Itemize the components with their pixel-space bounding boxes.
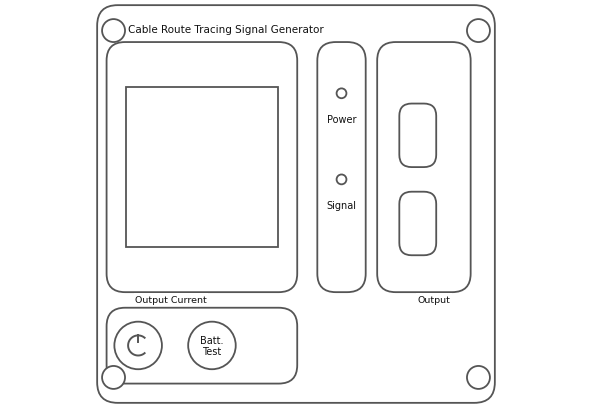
Text: Signal: Signal [327, 200, 356, 210]
Text: Output Current: Output Current [135, 295, 207, 304]
Text: Output: Output [417, 295, 450, 304]
Text: Power: Power [327, 115, 356, 124]
FancyBboxPatch shape [317, 43, 366, 292]
FancyBboxPatch shape [377, 43, 471, 292]
Bar [126, 88, 278, 247]
Circle shape [188, 322, 236, 369]
Circle shape [114, 322, 162, 369]
Circle shape [467, 366, 490, 389]
Circle shape [337, 175, 346, 185]
Text: Batt.: Batt. [200, 335, 224, 345]
Circle shape [467, 20, 490, 43]
FancyBboxPatch shape [107, 308, 297, 384]
FancyBboxPatch shape [107, 43, 297, 292]
Circle shape [102, 20, 125, 43]
FancyBboxPatch shape [400, 104, 436, 168]
Text: Cable Route Tracing Signal Generator: Cable Route Tracing Signal Generator [128, 25, 324, 35]
Circle shape [102, 366, 125, 389]
FancyBboxPatch shape [97, 6, 495, 403]
FancyBboxPatch shape [400, 192, 436, 256]
Text: Test: Test [202, 346, 221, 356]
Circle shape [337, 89, 346, 99]
